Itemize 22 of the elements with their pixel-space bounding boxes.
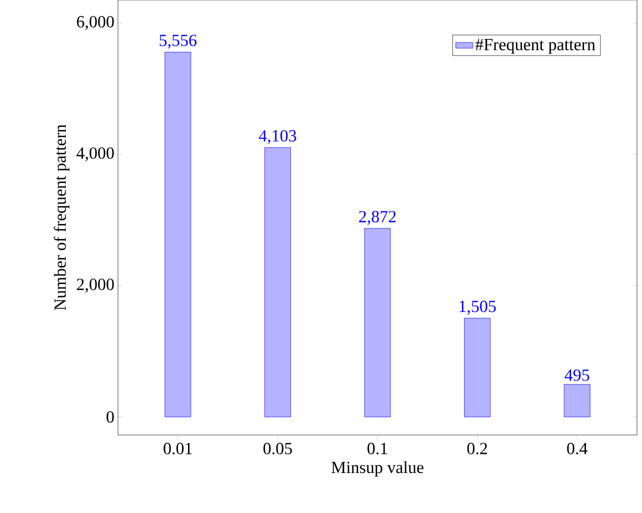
x-tick-label: 0.01 bbox=[164, 442, 192, 454]
bar bbox=[164, 52, 192, 418]
bar bbox=[564, 384, 590, 418]
data-label: 1,505 bbox=[460, 300, 496, 315]
y-axis-title: Number of frequent pattern bbox=[54, 124, 70, 310]
x-tick-label: 0.4 bbox=[567, 442, 588, 454]
x-tick-label: 0.05 bbox=[263, 442, 292, 454]
x-tick-label: 0.2 bbox=[467, 442, 487, 454]
y-tick-label: 4,000 bbox=[76, 147, 114, 162]
data-label: 4,103 bbox=[258, 130, 296, 144]
bar bbox=[364, 228, 391, 418]
x-tick-label: 0.1 bbox=[368, 442, 388, 454]
y-tick-label: 2,000 bbox=[76, 278, 114, 293]
legend-label: #Frequent pattern bbox=[475, 38, 596, 54]
x-axis-title: Minsup value bbox=[331, 461, 424, 477]
bar bbox=[264, 147, 291, 418]
data-label: 2,872 bbox=[359, 210, 396, 225]
y-tick-label: 0 bbox=[106, 411, 114, 423]
bar bbox=[464, 318, 491, 418]
data-label: 5,556 bbox=[160, 34, 197, 49]
data-label: 495 bbox=[564, 369, 590, 381]
y-tick-label: 6,000 bbox=[76, 16, 114, 30]
